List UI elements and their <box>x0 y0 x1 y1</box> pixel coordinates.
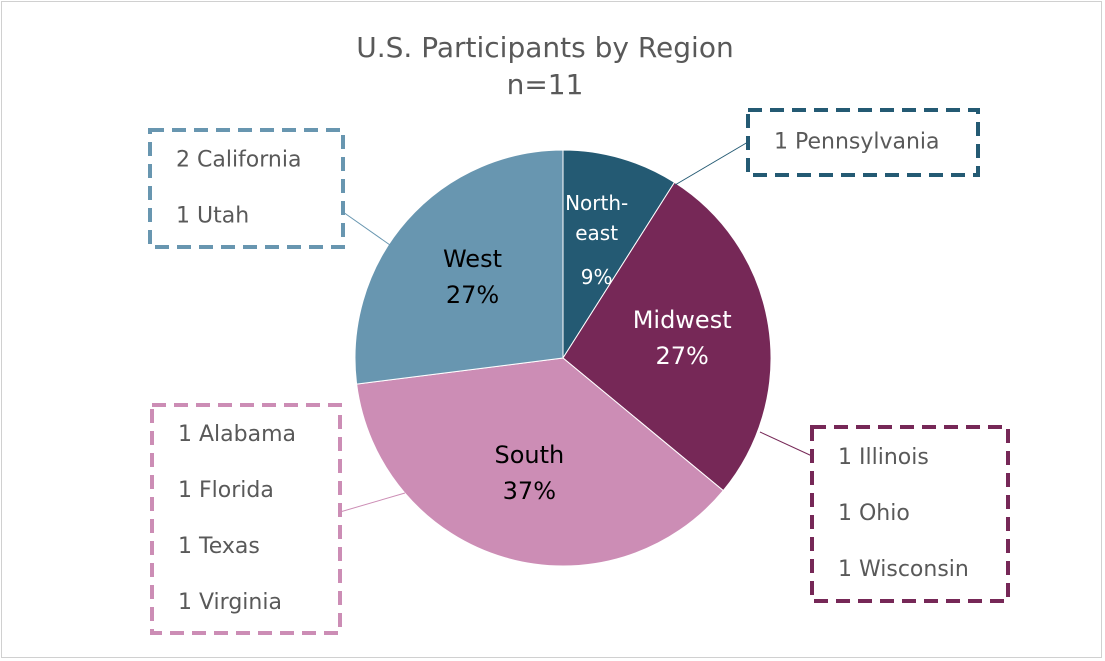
callout-text: 1 Virginia <box>178 590 282 615</box>
callout-text: 1 Ohio <box>838 501 910 526</box>
callout-text: 1 Illinois <box>838 445 929 470</box>
callout-box <box>150 403 342 635</box>
callout-box <box>746 108 980 177</box>
callout-text: 1 Alabama <box>178 422 296 447</box>
callout-text: 1 Wisconsin <box>838 557 969 582</box>
category-label: South <box>494 441 564 469</box>
category-label: West <box>443 245 502 273</box>
callout-text: 1 Utah <box>176 204 249 229</box>
callout-text: 1 Pennsylvania <box>774 130 940 155</box>
chart-subtitle: n=11 <box>507 68 584 101</box>
slice-label: Midwest 27% <box>633 306 732 370</box>
category-label-line: east <box>575 221 618 245</box>
value-label: 27% <box>655 342 708 370</box>
callout-text: 1 Texas <box>178 534 260 559</box>
category-label: North-east <box>565 191 628 245</box>
pie-slice <box>562 149 676 360</box>
callout-text: 2 California <box>176 148 301 173</box>
slice-label: West 27% <box>443 245 502 309</box>
leader-line <box>674 141 749 186</box>
value-label: 37% <box>503 477 556 505</box>
pie-slice <box>356 357 724 567</box>
callout-box <box>810 425 1010 603</box>
slice-label: North-east 9% <box>565 191 628 289</box>
chart-title: U.S. Participants by Region <box>356 31 733 64</box>
category-label-line: North- <box>565 191 628 215</box>
category-label: Midwest <box>633 306 732 334</box>
callout-text: 1 Florida <box>178 478 274 503</box>
pie-slice <box>354 149 564 385</box>
value-label: 27% <box>446 281 499 309</box>
leader-line <box>339 492 406 513</box>
slice-label: South 37% <box>494 441 564 505</box>
callout-box <box>148 128 345 249</box>
leader-line <box>759 431 813 457</box>
pie-slice <box>562 181 772 492</box>
leader-line <box>342 211 391 246</box>
value-label: 9% <box>581 265 613 289</box>
